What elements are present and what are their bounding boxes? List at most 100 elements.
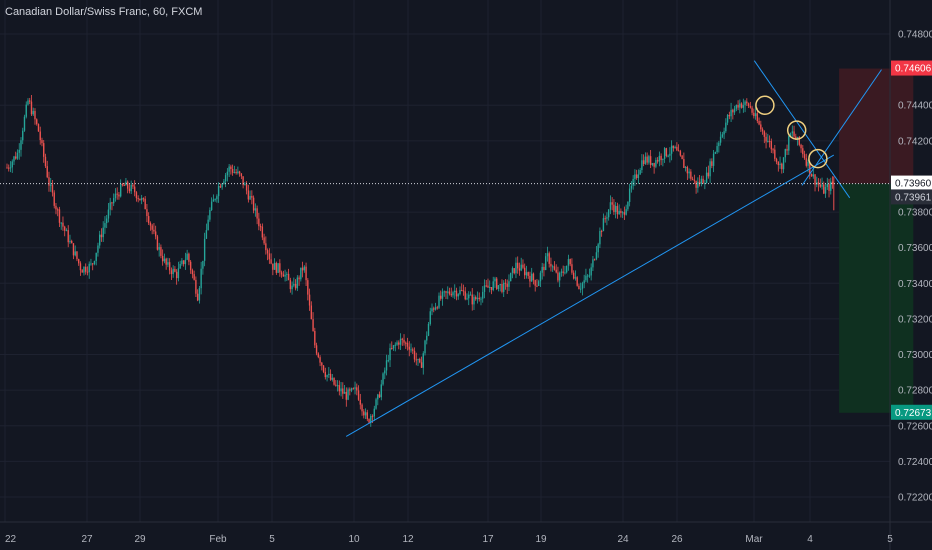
candle-body [254,208,257,211]
candle-body [97,245,99,253]
candle-body [426,335,428,341]
candle-body [579,288,582,290]
candle-body [462,290,465,292]
candle-body [329,373,332,380]
candle-body [798,136,800,145]
candle-body [401,338,403,340]
candle-body [452,292,454,296]
candle-body [336,385,339,387]
candle-body [674,146,676,149]
candle-body [146,209,148,217]
candle-body [695,180,697,188]
candle-body [217,186,220,197]
candle-body [784,149,787,158]
candle-body [450,293,452,296]
candle-body [665,148,668,156]
candle-body [417,358,419,361]
candle-body [588,275,591,277]
candle-body [454,290,456,293]
candle-body [551,266,554,268]
y-tick-label: 0.73200 [898,314,932,325]
candle-body [728,114,731,117]
candle-body [497,285,500,289]
candle-body [74,251,76,256]
candle-body [821,184,823,187]
candle-body [119,184,122,197]
candle-body [314,330,316,346]
candle-body [459,290,461,295]
candle-body [231,169,234,173]
candle-body [761,129,764,132]
candle-body [261,226,264,238]
candle-body [275,262,278,273]
candle-body [25,104,27,117]
candle-body [328,373,330,376]
candle-body [340,388,342,392]
candle-body [433,308,435,310]
candle-body [385,360,388,371]
breakout-trendline [801,69,882,186]
candle-body [398,342,400,345]
candle-body [196,293,199,301]
candle-body [707,172,710,177]
candle-body [170,270,173,275]
candle-body [413,350,416,360]
candle-body [408,346,410,350]
y-tick-label: 0.73000 [898,350,932,361]
candle-body [189,261,192,271]
candle-body [216,196,218,200]
candle-body [207,219,209,231]
candle-body [389,348,391,361]
candle-body [725,122,727,132]
x-tick-label: 19 [535,534,547,545]
candle-body [483,285,486,292]
candle-body [539,272,542,282]
candle-body [163,258,166,262]
candle-body [282,274,285,277]
candle-body [22,130,24,141]
candle-body [139,198,141,201]
candle-body [326,375,328,378]
candle-body [753,112,755,117]
candle-body [244,184,246,186]
candle-body [160,247,162,256]
candle-body [532,273,535,281]
candle-body [795,136,797,140]
candle-body [30,101,33,115]
candle-body [153,229,155,232]
candle-body [812,174,814,177]
candle-body [768,140,771,142]
candle-body [39,131,41,141]
candle-body [719,136,722,143]
candle-body [597,244,599,253]
candle-body [602,218,605,232]
candle-body [524,267,526,276]
candle-body [635,174,638,178]
price-badge-label-stop: 0.74606 [895,64,932,75]
candle-body [772,149,774,151]
candle-body [366,412,368,420]
y-tick-label: 0.72600 [898,421,932,432]
candle-body [60,222,62,224]
candle-body [646,156,648,163]
candle-body [830,181,832,191]
candle-body [368,419,370,423]
x-tick-label: 10 [348,534,360,545]
candle-body [814,174,816,185]
candle-body [791,131,794,134]
candle-body [123,185,125,187]
candle-body [249,195,251,200]
price-badge-last [891,189,932,205]
candle-body [62,222,64,227]
candle-body [522,264,524,268]
candle-body [751,107,753,113]
candle-body [219,186,222,188]
candle-body [350,388,353,391]
candle-body [11,161,13,168]
candle-body [198,288,201,301]
candle-body [765,136,767,142]
candle-body [67,230,69,243]
candle-body [565,265,568,273]
candle-body [733,108,736,113]
